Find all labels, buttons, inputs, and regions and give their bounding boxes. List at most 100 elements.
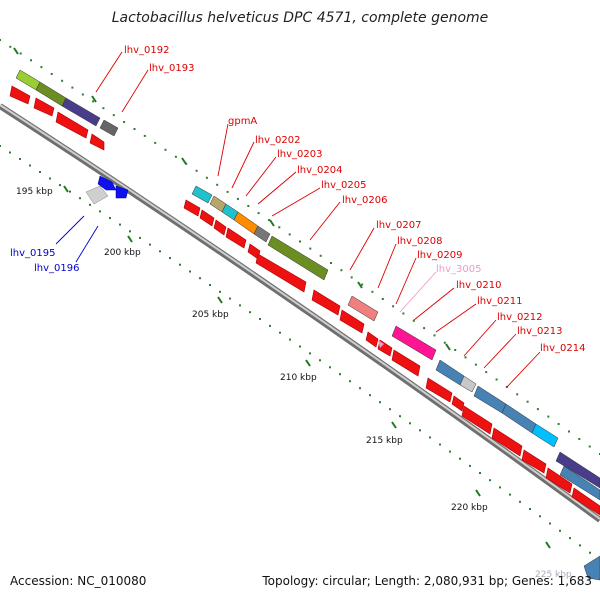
gene-label-lhv_0210[interactable]: lhv_0210	[456, 280, 501, 291]
scale-dot	[239, 304, 241, 307]
gene-label-lhv_0196[interactable]: lhv_0196	[34, 263, 79, 274]
cds-arrow[interactable]	[255, 253, 307, 293]
scale-dot	[92, 100, 95, 103]
scale-dot	[268, 219, 270, 222]
scale-dot	[59, 184, 61, 187]
gene-box-purple[interactable]	[61, 97, 101, 127]
gene-box-steelblue-4[interactable]	[559, 465, 600, 501]
gene-box-darkslate[interactable]	[555, 451, 600, 489]
cds-arrow[interactable]	[461, 405, 493, 435]
scale-dot	[247, 205, 250, 207]
cds-arrow[interactable]	[225, 227, 247, 249]
scale-dot	[392, 305, 395, 308]
gene-box-steelblue[interactable]	[435, 359, 465, 386]
gene-label-lhv_0204[interactable]: lhv_0204	[297, 165, 342, 176]
gene-box-orange[interactable]	[233, 211, 259, 235]
scale-dot	[61, 79, 64, 82]
scale-dot	[340, 269, 343, 272]
leader-lhv_0213	[483, 333, 517, 369]
gene-box-lhv_0195[interactable]	[97, 175, 117, 191]
cds-arrow[interactable]	[571, 487, 600, 516]
gene-label-lhv_0212[interactable]: lhv_0212	[497, 312, 542, 323]
gene-box-steelblue-5[interactable]	[583, 555, 600, 581]
gene-box-steelblue-2[interactable]	[473, 385, 507, 414]
cds-arrow[interactable]	[199, 209, 215, 227]
gene-label-lhv_0207[interactable]: lhv_0207	[376, 220, 421, 231]
gene-box-lightgrey[interactable]	[459, 375, 477, 393]
gene-box-lhv_0196[interactable]	[85, 185, 109, 205]
gene-box-pink[interactable]	[347, 295, 379, 322]
gene-box-cyan[interactable]	[191, 185, 213, 204]
scale-dot	[547, 415, 550, 418]
scale-dot	[578, 438, 581, 440]
cds-arrow[interactable]	[183, 199, 201, 217]
gene-box-grey[interactable]	[99, 119, 119, 137]
scale-dot	[499, 486, 501, 489]
scale-dot	[429, 436, 431, 439]
cds-arrow[interactable]	[311, 289, 341, 316]
gene-box-magenta[interactable]	[391, 325, 437, 361]
kbp-tick-outer-4	[357, 281, 363, 289]
scale-dot	[69, 190, 71, 193]
scale-dot	[539, 515, 541, 518]
cds-arrow[interactable]	[9, 85, 31, 105]
cds-arrow[interactable]	[451, 395, 465, 412]
cds-arrow[interactable]	[391, 349, 421, 377]
gene-label-lhv_0208[interactable]: lhv_0208	[397, 236, 442, 247]
scale-dot	[189, 270, 191, 273]
scale-dot	[389, 408, 391, 411]
gene-label-lhv_0213[interactable]: lhv_0213	[517, 326, 562, 337]
kbp-tick-outer-5	[445, 343, 451, 351]
leader-lhv_0206	[309, 201, 341, 241]
kbp-label: 200 kbp	[104, 248, 141, 258]
gene-label-lhv_0211[interactable]: lhv_0211	[477, 296, 522, 307]
gene-box-green-light[interactable]	[15, 69, 41, 91]
gene-label-lhv_0205[interactable]: lhv_0205	[321, 180, 366, 191]
gene-label-lhv_0214[interactable]: lhv_0214	[540, 343, 585, 354]
gene-label-lhv_0195[interactable]: lhv_0195	[10, 248, 55, 259]
scale-dot	[412, 319, 415, 322]
leader-lhv_0208	[377, 243, 397, 289]
gene-label-lhv_0209[interactable]: lhv_0209	[417, 250, 462, 261]
scale-dot	[464, 356, 467, 359]
kbp-label: 205 kbp	[192, 310, 229, 320]
cds-arrow[interactable]	[425, 377, 453, 403]
cds-arrow[interactable]	[365, 331, 379, 348]
gene-label-lhv_0192[interactable]: lhv_0192	[124, 45, 169, 56]
scale-dot	[485, 371, 488, 374]
gene-box-steelblue-3[interactable]	[501, 403, 537, 434]
cds-arrow[interactable]	[33, 97, 55, 117]
scale-dot	[519, 500, 521, 503]
scale-dot	[454, 349, 457, 351]
gene-box-olive-2[interactable]	[267, 235, 329, 281]
scale-dot	[309, 247, 312, 250]
cds-arrow[interactable]	[339, 309, 365, 334]
gene-box-grey-2[interactable]	[253, 225, 271, 243]
cds-arrow[interactable]	[213, 219, 227, 236]
scale-dot	[299, 240, 301, 243]
gene-label-lhv_0206[interactable]: lhv_0206	[342, 195, 387, 206]
pseudogene-marker[interactable]	[378, 340, 384, 348]
cds-arrow[interactable]	[491, 427, 523, 457]
scale-dot	[423, 327, 426, 330]
scale-dot	[557, 423, 560, 425]
cds-arrow[interactable]	[89, 133, 105, 151]
gene-label-lhv_0202[interactable]: lhv_0202	[255, 135, 300, 146]
cds-arrow[interactable]	[545, 467, 573, 494]
cds-arrow[interactable]	[55, 111, 89, 139]
scale-dot	[509, 493, 511, 496]
scale-dot	[0, 39, 1, 41]
gene-label-gpmA[interactable]: gpmA	[228, 116, 257, 127]
kbp-tick-210	[305, 359, 311, 367]
scale-dot	[269, 324, 271, 327]
scale-dot	[226, 190, 229, 193]
gene-label-lhv_0193[interactable]: lhv_0193	[149, 63, 194, 74]
gene-box-lhv_0195b[interactable]	[115, 185, 129, 199]
gene-box-skyblue[interactable]	[531, 423, 559, 448]
scale-dot	[549, 522, 551, 525]
scale-dot	[143, 134, 146, 137]
scale-dot	[169, 257, 171, 259]
gene-label-lhv_0203[interactable]: lhv_0203	[277, 149, 322, 160]
gene-label-lhv_3005[interactable]: lhv_3005	[436, 264, 481, 275]
cds-arrow[interactable]	[521, 449, 547, 474]
